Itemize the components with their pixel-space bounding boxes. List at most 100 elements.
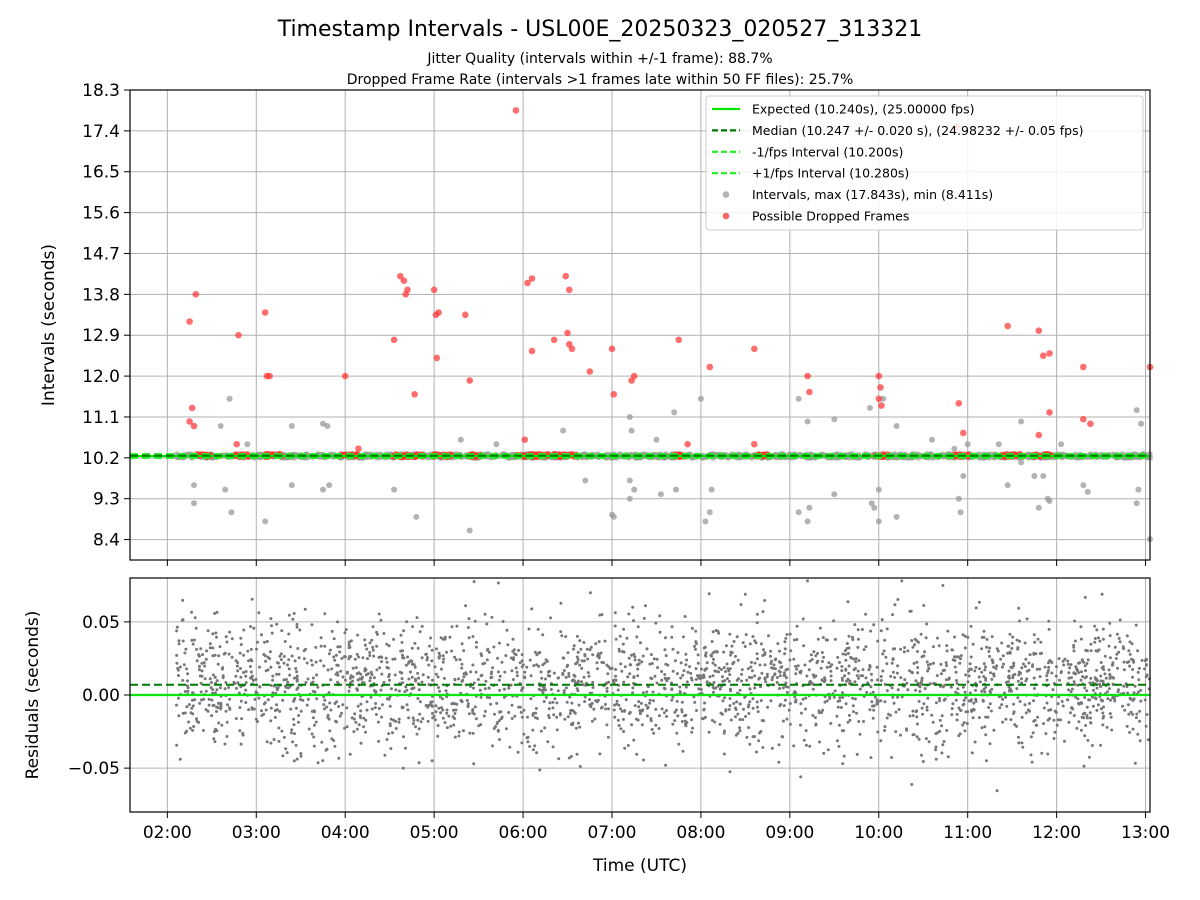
residual-point bbox=[566, 715, 570, 719]
residual-point bbox=[781, 686, 785, 690]
interval-outlier-point bbox=[893, 513, 900, 520]
residual-point bbox=[384, 656, 388, 660]
residual-point bbox=[499, 717, 503, 721]
residual-point bbox=[1133, 761, 1137, 765]
residual-point bbox=[312, 723, 316, 727]
residual-point bbox=[298, 698, 302, 701]
residual-point bbox=[627, 612, 631, 616]
residual-point bbox=[1095, 628, 1099, 632]
residual-point bbox=[380, 660, 384, 664]
residual-point bbox=[471, 635, 475, 638]
residual-point bbox=[727, 679, 731, 683]
legend-label-dropped: Possible Dropped Frames bbox=[752, 209, 909, 224]
residual-point bbox=[725, 662, 729, 666]
residual-point bbox=[391, 731, 394, 735]
residual-point bbox=[667, 676, 671, 680]
residual-point bbox=[578, 725, 582, 729]
residual-point bbox=[353, 657, 357, 661]
residual-point bbox=[191, 704, 195, 708]
residual-point bbox=[598, 752, 602, 756]
dropped-frame-outlier-point bbox=[186, 318, 193, 325]
top-y-tick-label: 12.9 bbox=[82, 326, 120, 346]
residual-point bbox=[880, 618, 884, 622]
residual-point bbox=[925, 622, 929, 626]
residual-point bbox=[734, 654, 737, 658]
residual-point bbox=[475, 640, 478, 644]
residual-point bbox=[564, 686, 568, 690]
residual-point bbox=[537, 664, 541, 668]
residual-point bbox=[509, 656, 513, 660]
residual-point bbox=[936, 731, 939, 735]
residual-point bbox=[962, 702, 966, 706]
residual-point bbox=[804, 696, 808, 700]
residual-point bbox=[808, 744, 812, 748]
residual-point bbox=[896, 688, 900, 692]
residual-point bbox=[973, 740, 977, 744]
residual-point bbox=[920, 753, 923, 757]
interval-outlier-point bbox=[795, 509, 802, 516]
residual-point bbox=[239, 636, 243, 640]
interval-outlier-point bbox=[957, 509, 964, 516]
residual-point bbox=[625, 636, 629, 640]
residual-point bbox=[844, 658, 848, 662]
residual-point bbox=[258, 685, 262, 689]
residual-point bbox=[891, 657, 895, 661]
residual-point bbox=[491, 666, 495, 670]
residual-point bbox=[744, 633, 748, 637]
interval-outlier-point bbox=[228, 509, 235, 516]
residual-point bbox=[389, 747, 393, 751]
interval-outlier-point bbox=[702, 518, 709, 525]
residual-point bbox=[594, 642, 598, 646]
residual-point bbox=[810, 681, 814, 685]
residual-point bbox=[1010, 641, 1014, 645]
residual-point bbox=[576, 689, 580, 693]
residual-point bbox=[471, 663, 475, 667]
residual-point bbox=[1020, 666, 1024, 670]
residual-point bbox=[213, 653, 217, 657]
residual-point bbox=[755, 621, 759, 625]
residual-point bbox=[457, 677, 461, 681]
residual-point bbox=[228, 630, 232, 634]
x-tick-label: 06:00 bbox=[499, 823, 548, 843]
residual-point bbox=[865, 690, 869, 694]
residual-point bbox=[466, 705, 470, 709]
residual-point bbox=[272, 738, 276, 741]
residual-point bbox=[1130, 642, 1134, 646]
residual-point bbox=[177, 642, 181, 646]
residual-point bbox=[883, 638, 887, 642]
residual-point bbox=[875, 701, 879, 705]
dropped-frame-outlier-point bbox=[751, 345, 758, 353]
residual-point bbox=[846, 600, 850, 604]
residual-point bbox=[1045, 678, 1049, 682]
residual-point bbox=[528, 745, 532, 748]
residual-point bbox=[633, 704, 637, 708]
residual-point bbox=[696, 653, 700, 657]
residual-point bbox=[796, 664, 800, 668]
residual-point bbox=[980, 726, 984, 730]
residual-point bbox=[735, 635, 739, 639]
residual-point bbox=[934, 748, 937, 752]
residual-point bbox=[496, 670, 500, 674]
residual-point bbox=[802, 738, 806, 742]
residual-point bbox=[660, 670, 664, 673]
residual-point bbox=[738, 688, 742, 692]
residual-point bbox=[1139, 688, 1143, 692]
residual-point bbox=[915, 735, 919, 739]
interval-outlier-point bbox=[1135, 486, 1142, 493]
residual-point bbox=[426, 656, 429, 659]
residual-point bbox=[684, 685, 688, 689]
residual-point bbox=[1009, 718, 1013, 722]
residual-point bbox=[392, 637, 396, 641]
residual-point bbox=[804, 707, 807, 711]
residual-point bbox=[426, 675, 430, 679]
residual-point bbox=[1011, 676, 1015, 680]
residual-point bbox=[900, 579, 904, 583]
residual-point bbox=[806, 579, 809, 583]
residual-point bbox=[218, 686, 222, 690]
residual-point bbox=[773, 673, 777, 677]
residual-point bbox=[953, 665, 957, 669]
residual-point bbox=[964, 673, 968, 677]
residual-point bbox=[768, 654, 772, 658]
residual-point bbox=[712, 657, 715, 661]
residual-point bbox=[271, 678, 275, 682]
